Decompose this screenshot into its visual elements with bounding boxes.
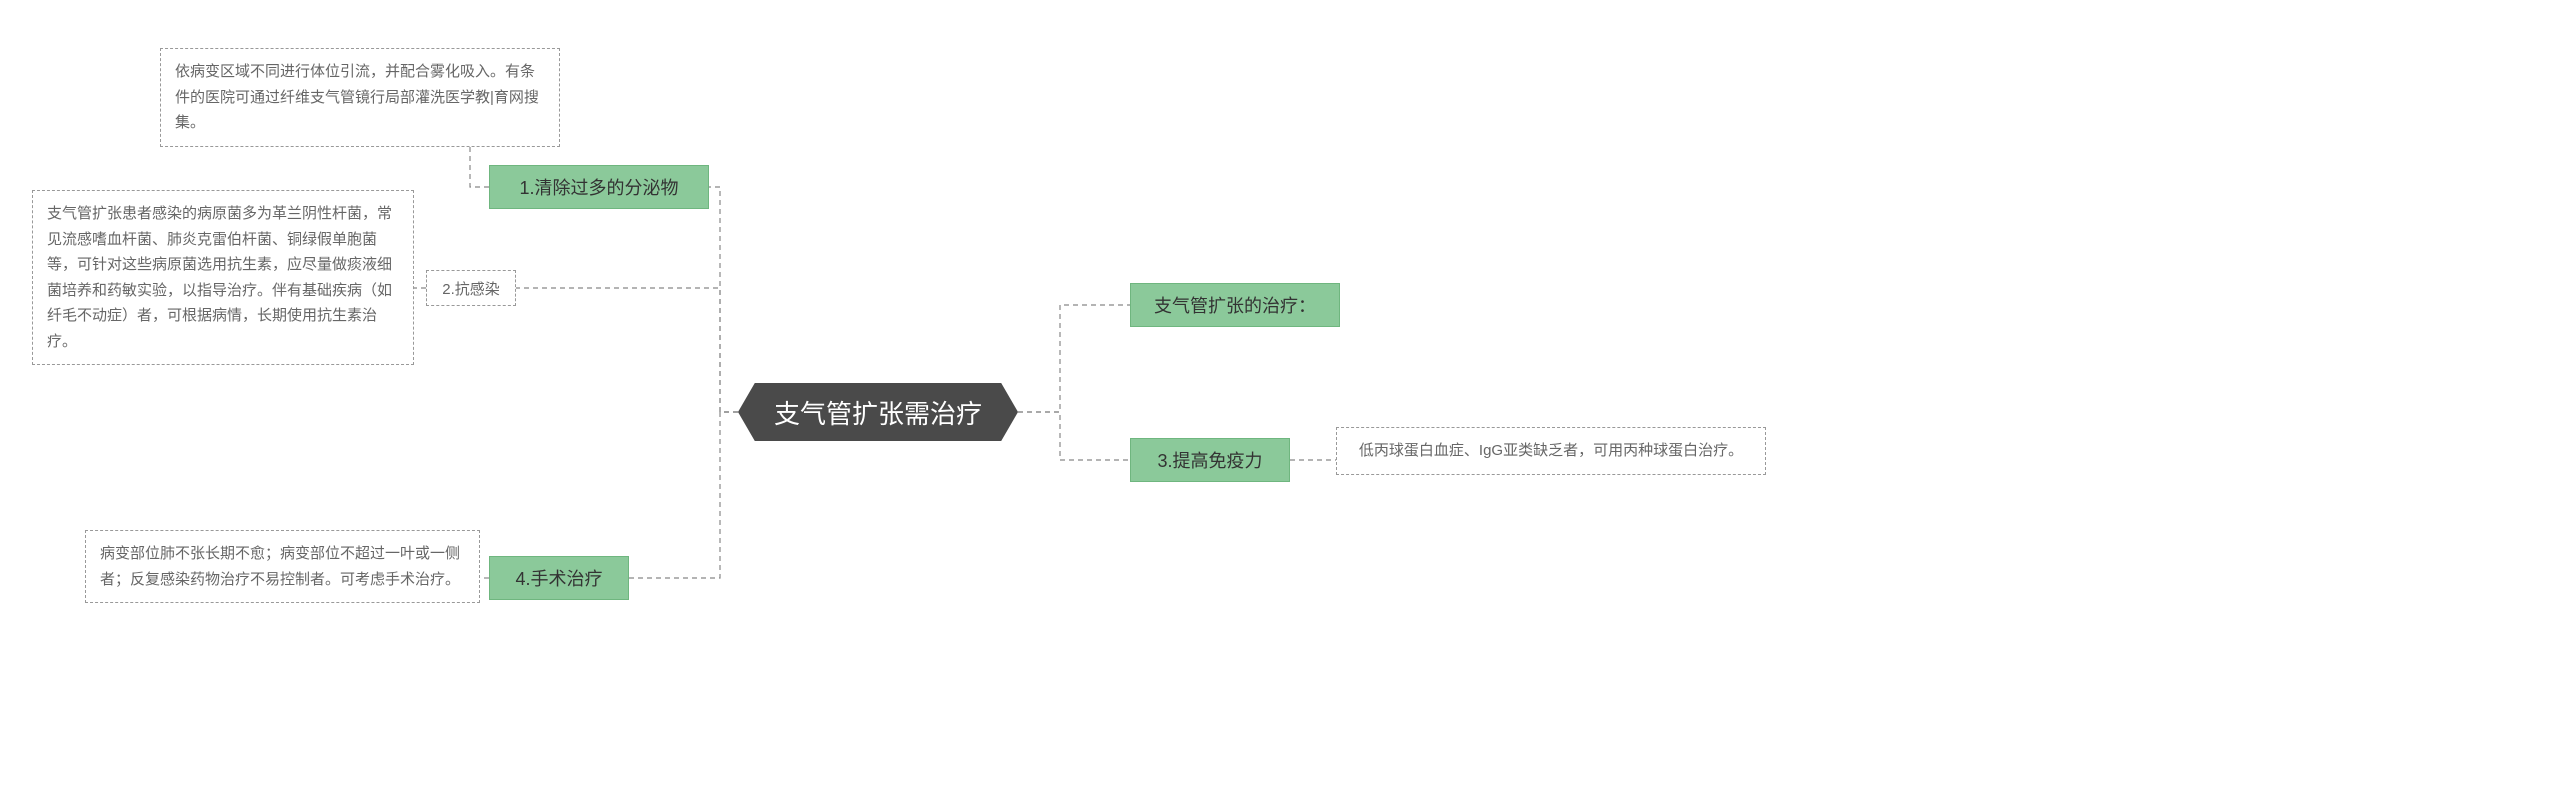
center-label: 支气管扩张需治疗 bbox=[774, 394, 982, 431]
node-l3-label: 4.手术治疗 bbox=[515, 565, 602, 591]
node-l1: 1.清除过多的分泌物 bbox=[489, 165, 709, 209]
node-l2-detail-text: 支气管扩张患者感染的病原菌多为革兰阴性杆菌，常见流感嗜血杆菌、肺炎克雷伯杆菌、铜… bbox=[47, 201, 399, 354]
node-l1-detail-text: 依病变区域不同进行体位引流，并配合雾化吸入。有条件的医院可通过纤维支气管镜行局部… bbox=[175, 59, 545, 136]
node-r2-label: 3.提高免疫力 bbox=[1157, 447, 1262, 473]
node-r1: 支气管扩张的治疗： bbox=[1130, 283, 1340, 327]
node-r2-detail-text: 低丙球蛋白血症、IgG亚类缺乏者，可用丙种球蛋白治疗。 bbox=[1359, 438, 1743, 464]
node-l3-detail: 病变部位肺不张长期不愈；病变部位不超过一叶或一侧者；反复感染药物治疗不易控制者。… bbox=[85, 530, 480, 603]
node-l3: 4.手术治疗 bbox=[489, 556, 629, 600]
node-l1-detail: 依病变区域不同进行体位引流，并配合雾化吸入。有条件的医院可通过纤维支气管镜行局部… bbox=[160, 48, 560, 147]
node-l2: 2.抗感染 bbox=[426, 270, 516, 306]
node-r2: 3.提高免疫力 bbox=[1130, 438, 1290, 482]
node-l2-detail: 支气管扩张患者感染的病原菌多为革兰阴性杆菌，常见流感嗜血杆菌、肺炎克雷伯杆菌、铜… bbox=[32, 190, 414, 365]
node-l1-label: 1.清除过多的分泌物 bbox=[519, 174, 678, 200]
center-node: 支气管扩张需治疗 bbox=[738, 383, 1018, 441]
node-r2-detail: 低丙球蛋白血症、IgG亚类缺乏者，可用丙种球蛋白治疗。 bbox=[1336, 427, 1766, 475]
node-l3-detail-text: 病变部位肺不张长期不愈；病变部位不超过一叶或一侧者；反复感染药物治疗不易控制者。… bbox=[100, 541, 465, 592]
node-r1-label: 支气管扩张的治疗： bbox=[1154, 292, 1316, 318]
node-l2-label: 2.抗感染 bbox=[442, 278, 500, 299]
